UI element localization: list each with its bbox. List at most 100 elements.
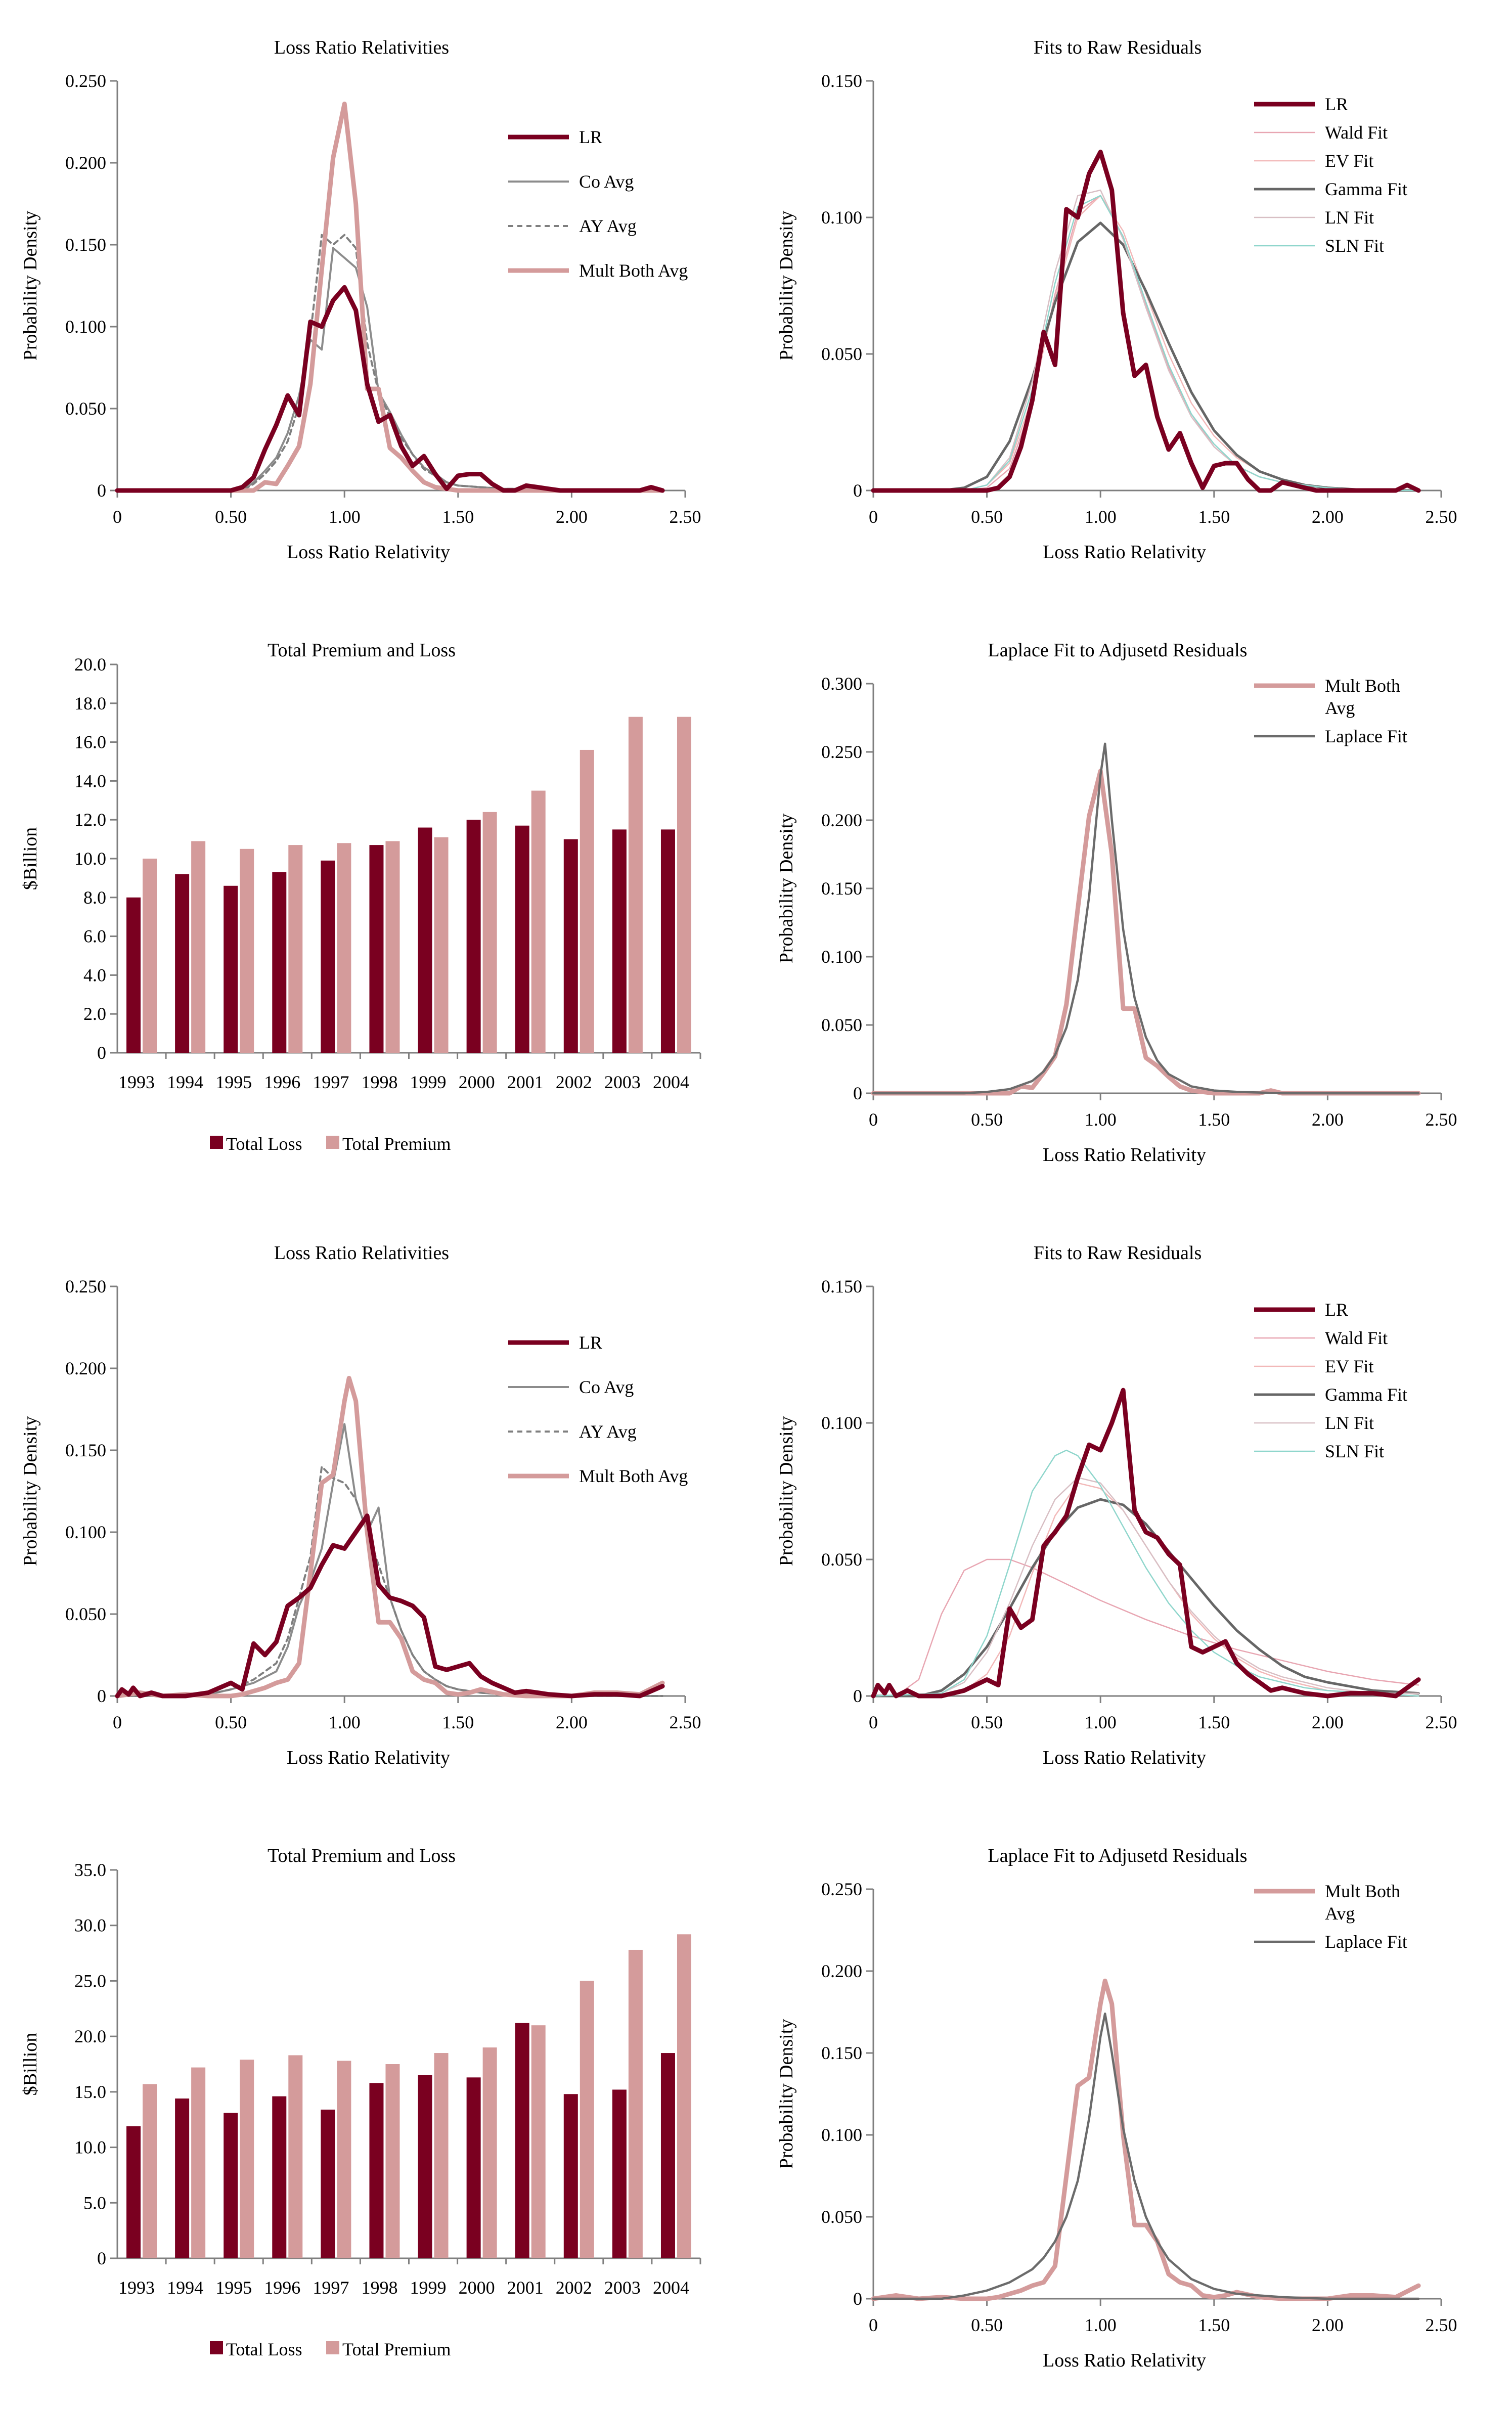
y-tick-label: 0.050 xyxy=(821,1549,862,1570)
chart-svg: Fits to Raw Residuals 0 0.050 0.100 0.150 0 0.… xyxy=(776,1242,1457,1768)
chart-svg: Total Premium and Loss 0 5.0 10.0 15.0 20.0 25… xyxy=(20,1845,701,2359)
legend-swatch-total-loss xyxy=(210,2341,223,2354)
y-tick-label: 5.0 xyxy=(83,2193,106,2213)
y-tick-label: 0.250 xyxy=(65,1276,106,1297)
y-tick-label: 0.050 xyxy=(821,1015,862,1035)
x-tick-label: 2003 xyxy=(604,2278,641,2298)
x-tick-label: 0 xyxy=(869,507,878,527)
bar-total-loss xyxy=(321,860,335,1053)
x-tick-label: 1999 xyxy=(410,1072,447,1092)
y-tick-label: 0 xyxy=(853,480,862,501)
series-line-sln xyxy=(872,1449,1419,1697)
x-tick-label: 1.50 xyxy=(1198,1712,1230,1732)
y-tick-label: 0.050 xyxy=(821,344,862,364)
x-axis-title: Loss Ratio Relativity xyxy=(287,542,450,563)
x-tick-label: 2.00 xyxy=(556,1712,588,1732)
y-tick-label: 0.100 xyxy=(65,317,106,337)
legend-label: SLN Fit xyxy=(1325,1441,1384,1461)
chart-svg: Fits to Raw Residuals 0 0.050 0.100 0.150 0 0.… xyxy=(776,37,1457,563)
y-tick-label: 0.100 xyxy=(821,207,862,228)
bar-total-premium xyxy=(240,2060,254,2258)
bar-total-loss xyxy=(418,827,432,1053)
x-axis-title: Loss Ratio Relativity xyxy=(1043,2350,1206,2371)
legend-label: LN Fit xyxy=(1325,1413,1374,1433)
bar-total-premium xyxy=(191,2067,206,2258)
legend-label: Co Avg xyxy=(579,171,634,192)
series-line-laplace xyxy=(872,742,1420,1095)
bar-total-premium xyxy=(288,2055,303,2258)
bar-total-loss xyxy=(466,2077,481,2258)
x-tick-label: 1996 xyxy=(264,1072,300,1092)
x-tick-label: 1999 xyxy=(410,2278,447,2298)
y-tick-label: 6.0 xyxy=(83,926,106,947)
chart-title: Total Premium and Loss xyxy=(268,640,456,661)
x-tick-label: 1.00 xyxy=(1085,2315,1117,2335)
series-line-lr xyxy=(871,1388,1421,1699)
bar-total-premium xyxy=(385,2064,400,2258)
y-tick-label: 0.250 xyxy=(821,742,862,762)
legend-label: SLN Fit xyxy=(1325,236,1384,256)
bar-total-premium xyxy=(143,859,157,1053)
x-tick-label: 1998 xyxy=(361,2278,397,2298)
bar-total-premium xyxy=(434,837,449,1053)
y-tick-label: 0 xyxy=(97,2248,106,2268)
x-tick-label: 0.50 xyxy=(215,1712,247,1732)
x-tick-label: 1996 xyxy=(264,2278,300,2298)
y-tick-label: 0.100 xyxy=(821,1413,862,1433)
chart-fits-to-raw-residuals-1: Fits to Raw Residuals 0 0.050 0.100 0.150 0 0.… xyxy=(756,0,1512,603)
x-tick-label: 2.50 xyxy=(670,507,701,527)
x-tick-label: 1.50 xyxy=(1198,507,1230,527)
y-tick-label: 0.300 xyxy=(821,674,862,694)
legend-label: LR xyxy=(579,127,602,147)
legend-label: Laplace Fit xyxy=(1325,1932,1407,1952)
chart-svg: Loss Ratio Relativities 0 0.050 0.100 0.150 0… xyxy=(20,1242,701,1768)
x-tick-label: 1.00 xyxy=(329,1712,361,1732)
x-tick-label: 1993 xyxy=(118,1072,155,1092)
y-tick-label: 0.150 xyxy=(821,1276,862,1297)
series-line-mult xyxy=(115,1375,665,1699)
x-tick-label: 2.50 xyxy=(1426,2315,1457,2335)
chart-total-premium-and-loss-1: Total Premium and Loss 0 2.0 4.0 6.0 8.0 10.0 1… xyxy=(0,603,756,1206)
series-line-laplace xyxy=(872,2012,1420,2300)
bar-total-loss xyxy=(612,829,627,1053)
legend-swatch-total-premium xyxy=(326,2341,339,2354)
series-line-mult xyxy=(871,769,1421,1096)
y-tick-label: 30.0 xyxy=(74,1915,106,1936)
chart-loss-ratio-relativities-1: Loss Ratio Relativities 0 0.050 0.100 0.150 0… xyxy=(0,0,756,603)
y-tick-label: 35.0 xyxy=(74,1860,106,1880)
legend-label: Mult Both Avg xyxy=(1325,1881,1400,1924)
x-tick-label: 0 xyxy=(113,507,122,527)
y-tick-label: 0.100 xyxy=(821,947,862,967)
x-tick-label: 2.50 xyxy=(670,1712,701,1732)
x-tick-label: 1994 xyxy=(167,2278,203,2298)
x-tick-label: 1994 xyxy=(167,1072,203,1092)
legend-label: LR xyxy=(579,1332,602,1353)
legend-label: Gamma Fit xyxy=(1325,1385,1407,1405)
bar-total-loss xyxy=(224,885,238,1053)
legend-label-line: Avg xyxy=(1325,1903,1355,1924)
x-tick-label: 1.50 xyxy=(1198,1109,1230,1130)
chart-laplace-fit-1: Laplace Fit to Adjusetd Residuals 0 0.050 0… xyxy=(756,603,1512,1206)
series-line-mult xyxy=(115,101,665,493)
chart-title: Fits to Raw Residuals xyxy=(1034,1242,1202,1264)
bar-total-premium xyxy=(240,849,254,1053)
chart-title: Loss Ratio Relativities xyxy=(274,1242,449,1264)
x-axis-title: Loss Ratio Relativity xyxy=(1043,542,1206,563)
bar-total-loss xyxy=(175,874,190,1053)
y-tick-label: 15.0 xyxy=(74,2082,106,2102)
y-axis-title: $Billion xyxy=(20,827,41,890)
x-tick-label: 2002 xyxy=(556,1072,592,1092)
series-line-lr xyxy=(115,1513,665,1699)
x-tick-label: 1.00 xyxy=(329,507,361,527)
legend-label: LR xyxy=(1325,94,1348,114)
x-tick-label: 2000 xyxy=(459,2278,495,2298)
y-tick-label: 0.050 xyxy=(65,398,106,419)
bar-total-premium xyxy=(143,2084,157,2258)
x-tick-label: 2.00 xyxy=(1312,1109,1344,1130)
x-tick-label: 0 xyxy=(113,1712,122,1732)
x-tick-label: 2.50 xyxy=(1426,1109,1457,1130)
bar-total-premium xyxy=(628,1949,643,2258)
x-tick-label: 0 xyxy=(869,1712,878,1732)
chart-title: Total Premium and Loss xyxy=(268,1845,456,1866)
x-tick-label: 0 xyxy=(869,2315,878,2335)
